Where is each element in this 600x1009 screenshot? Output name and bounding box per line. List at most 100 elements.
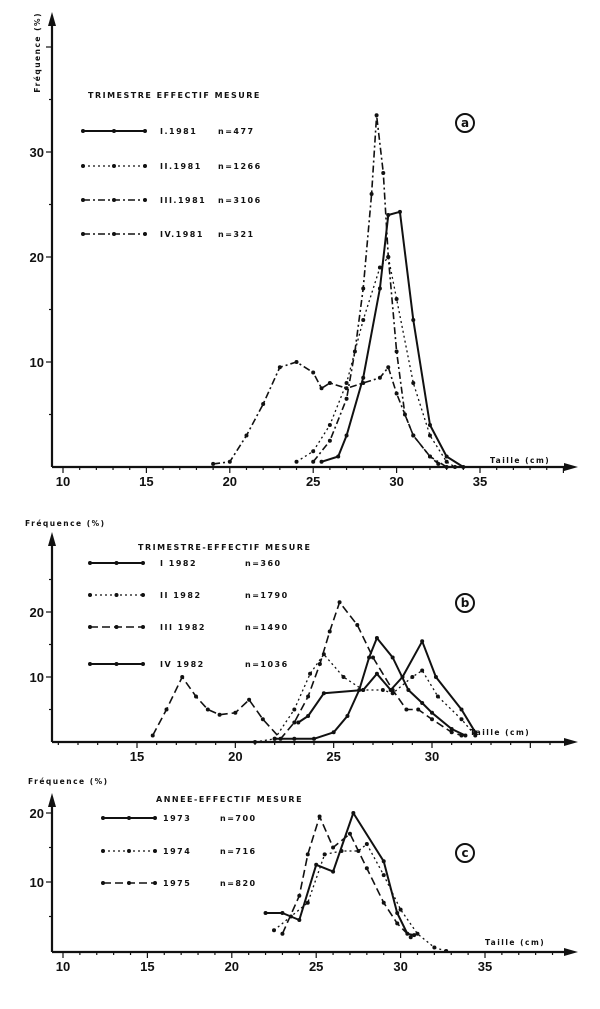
legend-series-name: I 1982 bbox=[160, 559, 197, 568]
series-line-III-1981 bbox=[312, 114, 448, 468]
legend-marker bbox=[153, 881, 157, 885]
data-point bbox=[364, 842, 369, 847]
data-point bbox=[337, 600, 342, 605]
data-point bbox=[449, 730, 454, 735]
data-point bbox=[374, 671, 379, 676]
data-point bbox=[345, 714, 350, 718]
data-point bbox=[473, 730, 478, 735]
legend-series-name: II.1981 bbox=[160, 162, 202, 171]
legend-marker bbox=[101, 881, 105, 885]
legend-series-n: n=1266 bbox=[218, 162, 262, 171]
y-tick-label: 20 bbox=[30, 250, 44, 265]
data-point bbox=[253, 740, 257, 744]
legend-marker bbox=[153, 816, 157, 820]
data-point bbox=[390, 688, 395, 692]
data-point bbox=[427, 423, 432, 427]
data-point bbox=[247, 697, 252, 702]
legend-marker bbox=[88, 625, 92, 629]
data-point bbox=[404, 707, 409, 712]
data-point bbox=[327, 438, 332, 443]
data-point bbox=[463, 733, 468, 738]
data-point bbox=[371, 655, 375, 660]
data-point bbox=[344, 396, 349, 401]
x-axis-label: Taille (cm) bbox=[470, 728, 530, 737]
legend-marker bbox=[127, 816, 131, 820]
legend-marker bbox=[88, 561, 92, 565]
data-point bbox=[227, 459, 232, 464]
panel-a: 10 15 20 25 30 35 10 20 30 Fréquence (%) Taille (c… bbox=[30, 12, 578, 489]
data-point bbox=[280, 911, 285, 916]
y-axis-label: Fréquence (%) bbox=[25, 519, 106, 528]
data-point bbox=[381, 171, 386, 175]
data-point bbox=[344, 381, 349, 385]
data-point bbox=[394, 391, 399, 396]
legend-marker bbox=[127, 881, 131, 885]
y-tick-label: 10 bbox=[30, 670, 44, 685]
data-point bbox=[367, 655, 372, 660]
legend-marker bbox=[143, 129, 147, 133]
y-axis-arrow bbox=[48, 12, 56, 26]
data-point bbox=[150, 733, 155, 738]
x-tick-label: 35 bbox=[478, 959, 492, 974]
legend-marker bbox=[101, 816, 105, 820]
legend-marker bbox=[127, 849, 131, 853]
series-line-IV-1981 bbox=[213, 361, 439, 465]
data-point bbox=[361, 375, 366, 380]
legend-marker bbox=[114, 561, 119, 565]
x-tick-label: 10 bbox=[56, 959, 70, 974]
data-point bbox=[390, 655, 395, 660]
data-point bbox=[386, 213, 391, 217]
data-point bbox=[361, 381, 366, 385]
data-point bbox=[311, 459, 316, 464]
x-tick-label: 20 bbox=[228, 749, 242, 764]
data-point bbox=[461, 465, 466, 469]
legend-series-name: I.1981 bbox=[160, 127, 197, 136]
data-point bbox=[331, 845, 336, 850]
data-point bbox=[361, 318, 366, 322]
data-point bbox=[292, 707, 297, 712]
legend-marker bbox=[112, 129, 116, 133]
legend-marker bbox=[141, 593, 145, 597]
data-point bbox=[444, 465, 449, 469]
data-point bbox=[317, 814, 322, 819]
legend-marker bbox=[81, 198, 85, 202]
data-point bbox=[410, 675, 415, 679]
y-tick-label: 20 bbox=[30, 605, 44, 620]
data-point bbox=[394, 297, 399, 301]
legend-marker bbox=[112, 232, 116, 236]
data-point bbox=[321, 691, 326, 696]
data-point bbox=[280, 931, 285, 936]
x-tick-label: 25 bbox=[309, 959, 323, 974]
series-line-1975 bbox=[281, 815, 412, 938]
legend-marker bbox=[141, 625, 145, 629]
data-point bbox=[341, 675, 346, 679]
legend-series-name: III.1981 bbox=[160, 196, 206, 205]
data-point bbox=[277, 365, 282, 370]
data-point bbox=[244, 433, 249, 438]
data-point bbox=[306, 714, 311, 718]
data-point bbox=[305, 852, 310, 857]
x-tick-label: 30 bbox=[425, 749, 439, 764]
data-point bbox=[377, 375, 382, 380]
data-point bbox=[312, 736, 316, 741]
legend-marker bbox=[88, 662, 92, 666]
legend-series-n: n=360 bbox=[245, 559, 282, 568]
data-point bbox=[180, 675, 185, 679]
legend-series-n: n=1036 bbox=[245, 660, 289, 669]
panel-tag-circle bbox=[455, 113, 475, 133]
data-point bbox=[433, 675, 438, 679]
data-point bbox=[374, 113, 379, 118]
data-point bbox=[398, 907, 403, 912]
data-point bbox=[381, 873, 386, 878]
legend-series-n: n=3106 bbox=[218, 196, 262, 205]
y-tick-label: 10 bbox=[30, 875, 44, 890]
data-point bbox=[369, 192, 374, 196]
data-point bbox=[272, 736, 277, 741]
data-point bbox=[164, 707, 169, 712]
y-tick-label: 30 bbox=[30, 145, 44, 160]
legend-series-n: n=477 bbox=[218, 127, 255, 136]
data-point bbox=[427, 454, 432, 459]
panel-c: 10 15 20 25 30 35 10 20 Fréquence (%) Taille (cm)… bbox=[28, 777, 578, 974]
legend-series-name: 1975 bbox=[163, 879, 191, 888]
